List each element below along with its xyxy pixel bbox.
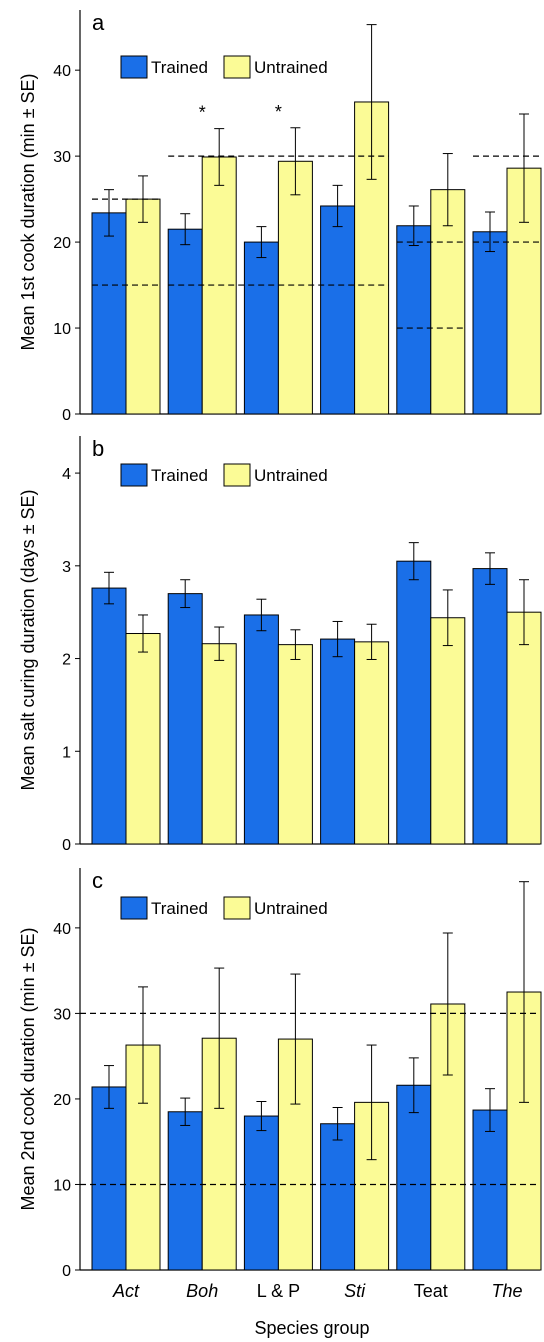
- legend-label-trained: Trained: [151, 899, 208, 918]
- legend-swatch-untrained: [223, 896, 251, 920]
- trained-bar: [167, 593, 203, 845]
- y-tick-label: 10: [53, 321, 71, 338]
- untrained-bar: [277, 160, 313, 415]
- y-tick-label: 4: [62, 466, 71, 483]
- panel-letter: a: [92, 10, 105, 35]
- x-tick-label: Boh: [186, 1281, 218, 1301]
- significance-marker: *: [199, 103, 206, 123]
- y-tick-label: 3: [62, 559, 71, 576]
- trained-bar: [167, 1111, 203, 1271]
- untrained-bar: [201, 643, 237, 845]
- trained-bar: [91, 1086, 127, 1271]
- y-tick-label: 2: [62, 652, 71, 669]
- untrained-bar: [354, 641, 390, 845]
- legend: Trained Untrained: [120, 55, 328, 79]
- y-tick-label: 30: [53, 1006, 71, 1023]
- x-tick-label: Act: [112, 1281, 140, 1301]
- trained-bar: [167, 228, 203, 415]
- trained-bar: [243, 241, 279, 415]
- y-tick-label: 20: [53, 235, 71, 252]
- legend-swatch-untrained: [223, 55, 251, 79]
- y-tick-label: 10: [53, 1177, 71, 1194]
- trained-bar: [320, 205, 356, 415]
- trained-bar: [396, 225, 432, 415]
- trained-bar: [472, 231, 508, 415]
- trained-bar: [472, 568, 508, 845]
- untrained-bar: [430, 617, 466, 845]
- x-tick-label: Sti: [344, 1281, 366, 1301]
- legend-swatch-trained: [120, 55, 148, 79]
- trained-bar: [320, 1123, 356, 1271]
- y-axis-label: Mean salt curing duration (days ± SE): [18, 489, 38, 790]
- y-axis-label: Mean 1st cook duration (min ± SE): [18, 74, 38, 351]
- x-axis-title: Species group: [254, 1318, 369, 1338]
- panel-c: 0 10 20 30 40 Mean 2nd cook duration (min ± S…: [18, 868, 542, 1280]
- y-tick-label: 1: [62, 744, 71, 761]
- trained-bar: [243, 614, 279, 845]
- legend-label-trained: Trained: [151, 466, 208, 485]
- legend-label-untrained: Untrained: [254, 899, 328, 918]
- legend-label-trained: Trained: [151, 58, 208, 77]
- panel-letter: b: [92, 436, 104, 461]
- trained-bar: [320, 638, 356, 845]
- legend-swatch-trained: [120, 463, 148, 487]
- legend-label-untrained: Untrained: [254, 58, 328, 77]
- x-tick-label: The: [491, 1281, 522, 1301]
- untrained-bar: [125, 633, 161, 845]
- y-tick-label: 0: [62, 407, 71, 424]
- panel-a: 0 10 20 30 40 Mean 1st cook duration (min ± S…: [18, 10, 542, 424]
- trained-bar: [91, 587, 127, 845]
- y-tick-label: 40: [53, 921, 71, 938]
- legend-swatch-untrained: [223, 463, 251, 487]
- trained-bar: [243, 1115, 279, 1271]
- legend: Trained Untrained: [120, 896, 328, 920]
- untrained-bar: [430, 189, 466, 415]
- legend-swatch-trained: [120, 896, 148, 920]
- x-tick-label: L & P: [257, 1281, 300, 1301]
- untrained-bar: [277, 644, 313, 845]
- untrained-bar: [506, 611, 542, 845]
- panel-b: 0 1 2 3 4 Mean salt curing duration (days ± S…: [18, 436, 542, 854]
- significance-marker: *: [275, 102, 282, 122]
- y-tick-label: 0: [62, 837, 71, 854]
- y-tick-label: 0: [62, 1263, 71, 1280]
- y-tick-label: 30: [53, 149, 71, 166]
- trained-bar: [472, 1109, 508, 1271]
- trained-bar: [396, 560, 432, 845]
- legend-label-untrained: Untrained: [254, 466, 328, 485]
- y-tick-label: 40: [53, 63, 71, 80]
- panel-letter: c: [92, 868, 103, 893]
- trained-bar: [91, 212, 127, 415]
- x-tick-label: Teat: [414, 1281, 448, 1301]
- untrained-bar: [125, 198, 161, 415]
- y-tick-label: 20: [53, 1092, 71, 1109]
- legend: Trained Untrained: [120, 463, 328, 487]
- y-axis-label: Mean 2nd cook duration (min ± SE): [18, 927, 38, 1210]
